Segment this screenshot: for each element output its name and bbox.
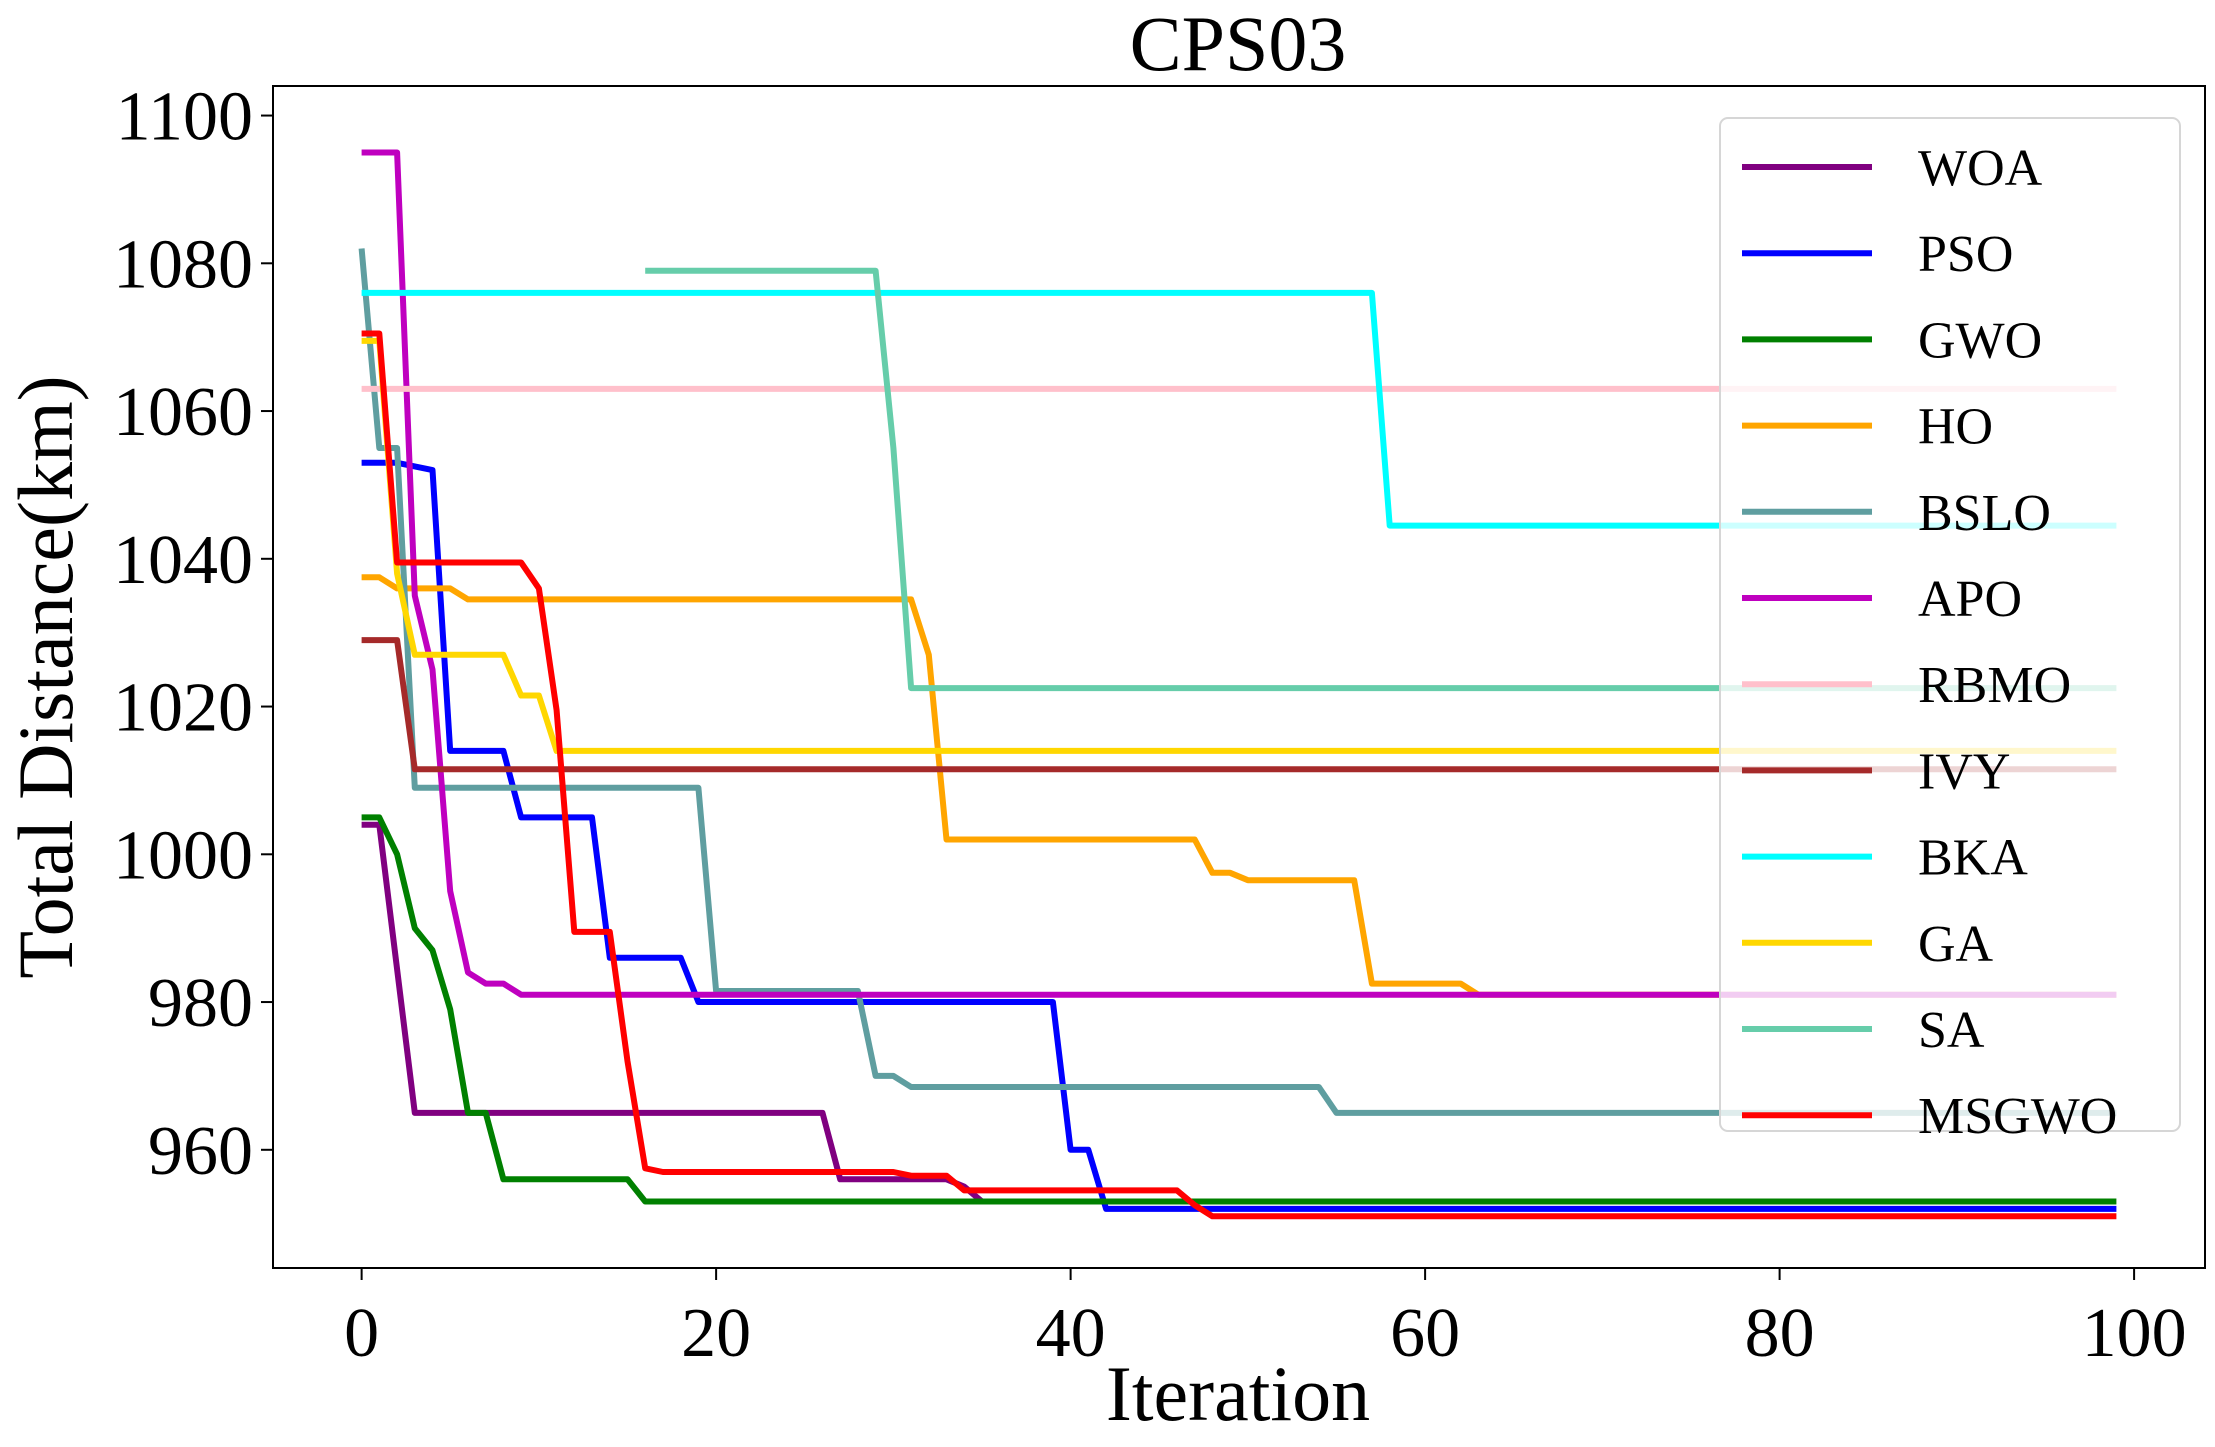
y-axis-label: Total Distance(km) <box>2 375 89 978</box>
series-line-pso <box>361 459 2117 1212</box>
series-line-msgwo <box>361 330 2117 1220</box>
series-line-ho <box>361 574 2117 998</box>
y-tick-label: 960 <box>148 1113 253 1190</box>
legend-label-sa: SA <box>1918 1002 1985 1059</box>
legend-label-ho: HO <box>1918 399 1993 456</box>
y-tick-label: 1100 <box>116 79 253 156</box>
x-tick-label: 20 <box>681 1295 751 1372</box>
chart-title: CPS03 <box>1130 0 1347 87</box>
y-tick-label: 1060 <box>113 374 253 451</box>
legend-label-bka: BKA <box>1918 830 2028 887</box>
x-tick-label: 80 <box>1745 1295 1815 1372</box>
legend-label-rbmo: RBMO <box>1918 657 2071 714</box>
legend-label-msgwo: MSGWO <box>1918 1088 2117 1145</box>
series-line-bslo <box>358 248 2117 1116</box>
plot-area-frame <box>272 85 2206 1269</box>
series-line-gwo <box>361 814 2117 1205</box>
legend-label-gwo: GWO <box>1918 312 2042 369</box>
x-tick-label: 60 <box>1390 1295 1460 1372</box>
legend-label-apo: APO <box>1918 571 2022 628</box>
series-line-sa <box>645 267 2117 692</box>
y-axis-ticks: 960 980 1000 1020 1040 1060 1080 1100 <box>113 79 273 1190</box>
y-tick-label: 1000 <box>113 817 253 894</box>
legend-box <box>1719 117 2181 1132</box>
x-axis-ticks: 0 20 40 60 80 100 <box>344 1268 2187 1372</box>
y-tick-label: 1040 <box>113 522 253 599</box>
x-axis-label: Iteration <box>1106 1350 1370 1437</box>
legend: WOA PSO GWO HO BSLO APO RBMO IVY BKA GA SA MSGWO <box>1719 117 2181 1145</box>
series-lines <box>358 149 2117 1220</box>
y-tick-label: 980 <box>148 965 253 1042</box>
series-line-apo <box>361 149 2117 998</box>
legend-label-ivy: IVY <box>1918 743 2010 800</box>
legend-label-bslo: BSLO <box>1918 485 2051 542</box>
y-tick-label: 1080 <box>113 226 253 303</box>
legend-label-woa: WOA <box>1918 140 2043 197</box>
x-tick-label: 100 <box>2082 1295 2187 1372</box>
x-tick-label: 0 <box>344 1295 379 1372</box>
series-line-woa <box>361 821 984 1204</box>
legend-label-pso: PSO <box>1918 226 2013 283</box>
legend-label-ga: GA <box>1918 916 1994 973</box>
series-line-ivy <box>361 637 2117 773</box>
y-tick-label: 1020 <box>113 670 253 747</box>
x-tick-label: 40 <box>1036 1295 1106 1372</box>
